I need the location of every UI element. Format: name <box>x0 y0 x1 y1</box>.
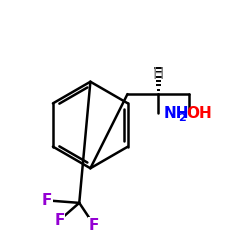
Text: OH: OH <box>186 106 212 122</box>
Text: 2: 2 <box>178 113 186 123</box>
Text: NH: NH <box>164 106 190 122</box>
Text: F: F <box>54 213 65 228</box>
Text: H: H <box>152 67 164 82</box>
Text: F: F <box>89 218 99 232</box>
Text: F: F <box>42 193 52 208</box>
